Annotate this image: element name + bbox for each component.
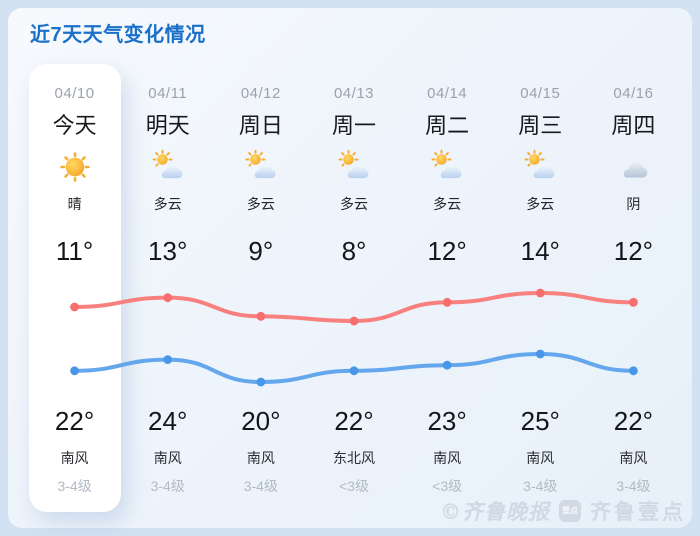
forecast-panel xyxy=(8,8,692,528)
condition-label: 多云 xyxy=(153,196,182,212)
temp-top: 12° xyxy=(613,236,654,266)
temp-top: 13° xyxy=(148,236,188,266)
sun-behind-cloud-icon xyxy=(427,144,467,190)
day-name: 周日 xyxy=(238,113,283,138)
wind-direction: 南风 xyxy=(153,450,182,466)
wind-level: 3-4级 xyxy=(523,478,558,494)
temp-top: 9° xyxy=(248,236,274,266)
sun-behind-cloud-icon xyxy=(334,144,374,190)
day-name: 明天 xyxy=(145,113,190,138)
day-column-today: 04/10 今天 晴 11° 22° 南风 3-4级 xyxy=(28,80,121,500)
day-column: 04/15 周三 多云 14° 25° 南风 3-4级 xyxy=(494,80,587,500)
day-name: 周四 xyxy=(611,113,656,138)
day-name: 周二 xyxy=(425,113,470,138)
wind-direction: 南风 xyxy=(246,450,275,466)
date-label: 04/16 xyxy=(613,85,654,102)
wind-direction: 南风 xyxy=(526,450,555,466)
day-column: 04/14 周二 多云 12° 23° 南风 <3级 xyxy=(401,80,494,500)
date-label: 04/11 xyxy=(148,85,188,102)
temp-bottom: 23° xyxy=(427,406,467,436)
day-column: 04/12 周日 多云 9° 20° 南风 3-4级 xyxy=(214,80,307,500)
date-label: 04/14 xyxy=(427,85,468,102)
temp-bottom: 25° xyxy=(520,406,560,436)
temp-top: 8° xyxy=(341,236,367,266)
temp-bottom: 22° xyxy=(54,406,95,436)
temp-top: 11° xyxy=(55,236,94,266)
sun-behind-cloud-icon xyxy=(520,144,560,190)
wind-direction: 南风 xyxy=(619,450,648,466)
wind-level: 3-4级 xyxy=(150,478,185,494)
wind-direction: 南风 xyxy=(433,450,462,466)
today-highlight-card xyxy=(29,64,121,512)
temp-bottom: 22° xyxy=(334,406,374,436)
condition-label: 多云 xyxy=(246,196,275,212)
day-name: 周一 xyxy=(331,113,376,138)
wind-level: <3级 xyxy=(339,478,369,494)
condition-label: 阴 xyxy=(626,196,641,212)
day-column: 04/11 明天 多云 13° 24° 南风 3-4级 xyxy=(121,80,214,500)
day-column: 04/16 周四 阴 12° 22° 南风 3-4级 xyxy=(587,80,680,500)
watermark-brand: 齐鲁壹点 xyxy=(590,501,686,524)
sun-behind-cloud-icon xyxy=(148,144,188,190)
day-column: 04/13 周一 多云 8° 22° 东北风 <3级 xyxy=(307,80,400,500)
day-name: 今天 xyxy=(52,113,97,138)
date-label: 04/12 xyxy=(240,85,281,102)
watermark-copyright: ©齐鲁晚报 xyxy=(440,499,550,524)
date-label: 04/13 xyxy=(333,85,375,102)
qiluyidian-logo-icon: 壹点 xyxy=(559,500,581,522)
date-label: 04/10 xyxy=(54,85,95,102)
temp-bottom: 20° xyxy=(241,406,281,436)
wind-level: 3-4级 xyxy=(616,478,651,494)
sun-icon xyxy=(55,144,95,190)
condition-label: 多云 xyxy=(339,196,368,212)
temp-top: 14° xyxy=(520,236,560,266)
condition-label: 多云 xyxy=(433,196,462,212)
wind-direction: 东北风 xyxy=(332,450,375,466)
date-label: 04/15 xyxy=(520,85,561,102)
cloud-icon xyxy=(613,144,653,190)
watermark: ©齐鲁晚报 壹点 齐鲁壹点 xyxy=(440,496,686,526)
temp-bottom: 22° xyxy=(613,406,654,436)
wind-level: 3-4级 xyxy=(243,478,278,494)
wind-direction: 南风 xyxy=(60,450,89,466)
day-columns: 04/10 今天 晴 11° 22° 南风 3-4级 04/11 明天 xyxy=(28,80,680,500)
condition-label: 多云 xyxy=(526,196,555,212)
sun-behind-cloud-icon xyxy=(241,144,281,190)
condition-label: 晴 xyxy=(67,196,82,212)
temp-top: 12° xyxy=(427,236,467,266)
page-title: 近7天天气变化情况 xyxy=(30,24,206,46)
wind-level: 3-4级 xyxy=(57,478,92,494)
temp-bottom: 24° xyxy=(148,406,188,436)
wind-level: <3级 xyxy=(432,478,463,494)
day-name: 周三 xyxy=(518,113,563,138)
